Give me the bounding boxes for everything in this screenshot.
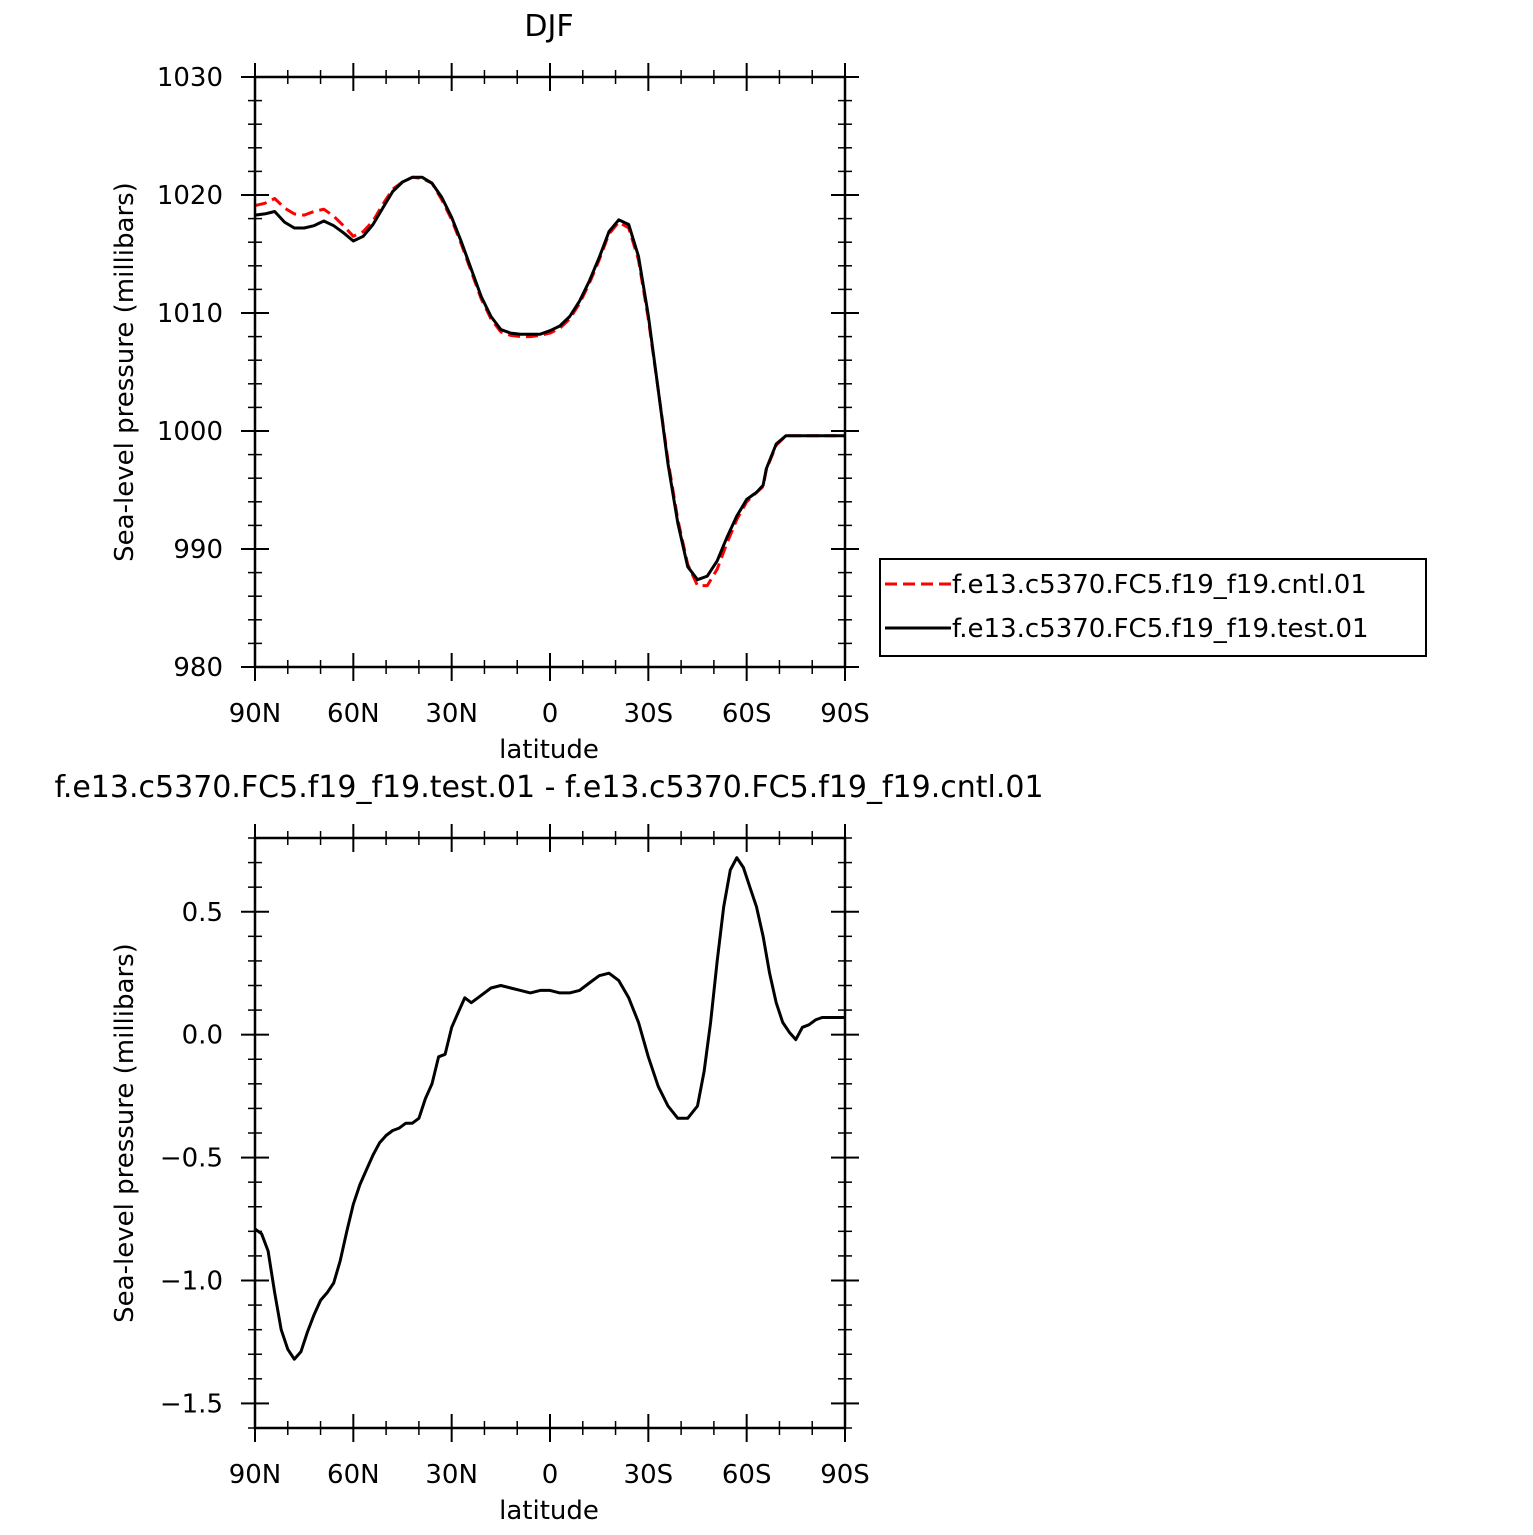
- y-tick-label: 1010: [157, 299, 223, 329]
- x-tick-label: 60N: [327, 1460, 380, 1490]
- bottom-plot-ylabel: Sea-level pressure (millibars): [110, 943, 140, 1323]
- y-tick-label: −1.5: [160, 1389, 223, 1419]
- bottom-plot-series: [254, 856, 845, 1361]
- x-tick-label: 0: [542, 699, 559, 729]
- y-tick-label: 0.0: [182, 1021, 223, 1051]
- top-plot-ylabel: Sea-level pressure (millibars): [110, 182, 140, 562]
- x-tick-label: 90S: [820, 1460, 870, 1490]
- top-plot-series: [254, 175, 845, 588]
- bottom-plot-difference: f.e13.c5370.FC5.f19_f19.test.01 - f.e13.…: [54, 770, 1043, 1526]
- y-tick-label: 0.5: [182, 898, 223, 928]
- x-tick-label: 30S: [624, 699, 674, 729]
- x-tick-label: 60S: [722, 1460, 772, 1490]
- y-tick-label: 1030: [157, 63, 223, 93]
- x-tick-label: 30N: [425, 699, 478, 729]
- top-plot-title: DJF: [524, 9, 573, 44]
- series-line-test: [254, 175, 845, 582]
- x-tick-label: 90N: [229, 699, 282, 729]
- bottom-plot-ticks: 90N 60N 30N 0 30S 60S 90S −1.5 −1.0 −0.5 0.0 0.5: [160, 824, 870, 1490]
- x-tick-label: 90N: [229, 1460, 282, 1490]
- x-tick-label: 30N: [425, 1460, 478, 1490]
- top-plot-djf: DJF 90N 60N 30N 0 30S 60S 90S 980 990 1000 1010 102…: [110, 9, 870, 765]
- y-tick-label: 1020: [157, 181, 223, 211]
- legend-label-cntl: f.e13.c5370.FC5.f19_f19.cntl.01: [952, 570, 1367, 600]
- x-tick-label: 60S: [722, 699, 772, 729]
- series-line-cntl: [254, 175, 845, 588]
- top-plot-ticks: 90N 60N 30N 0 30S 60S 90S 980 990 1000 1010 1020 103…: [157, 63, 870, 729]
- x-tick-label: 90S: [820, 699, 870, 729]
- y-tick-label: −1.0: [160, 1267, 223, 1297]
- legend: f.e13.c5370.FC5.f19_f19.cntl.01 f.e13.c5…: [879, 558, 1427, 657]
- y-tick-label: −0.5: [160, 1144, 223, 1174]
- top-plot-frame: [253, 75, 847, 669]
- top-plot-xlabel: latitude: [499, 735, 599, 765]
- x-tick-label: 30S: [624, 1460, 674, 1490]
- legend-box: [879, 558, 1427, 657]
- legend-label-test: f.e13.c5370.FC5.f19_f19.test.01: [952, 614, 1369, 644]
- y-tick-label: 990: [173, 535, 223, 565]
- x-tick-label: 60N: [327, 699, 380, 729]
- series-line-difference: [254, 856, 845, 1361]
- x-tick-label: 0: [542, 1460, 559, 1490]
- bottom-plot-frame: [253, 836, 847, 1430]
- bottom-plot-title: f.e13.c5370.FC5.f19_f19.test.01 - f.e13.…: [54, 770, 1043, 805]
- y-tick-label: 980: [173, 653, 223, 683]
- bottom-plot-xlabel: latitude: [499, 1496, 599, 1526]
- y-tick-label: 1000: [157, 417, 223, 447]
